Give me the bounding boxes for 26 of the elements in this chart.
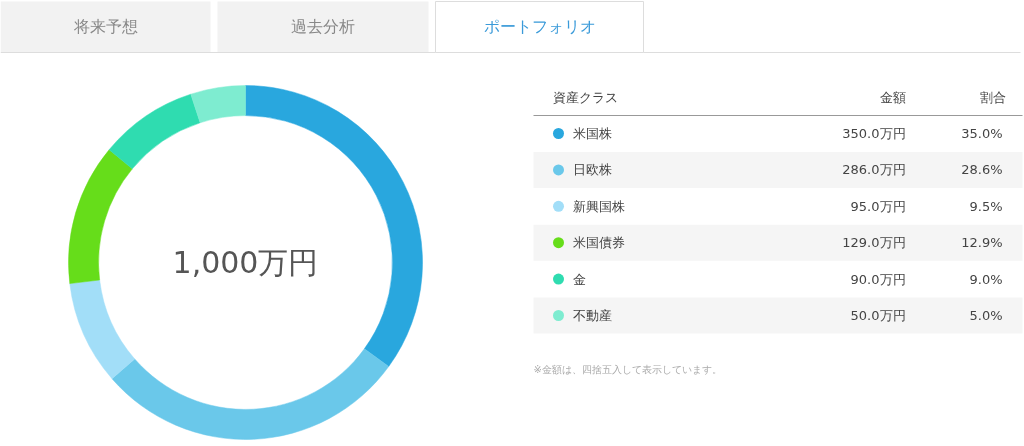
text: 将来予想 bbox=[72, 17, 138, 36]
legend-label: 金 bbox=[572, 271, 586, 287]
data-label: 129.0万円 bbox=[842, 235, 906, 251]
data-label: 95.0万円 bbox=[850, 198, 906, 214]
legend-label: 新興国株 bbox=[572, 198, 625, 214]
text: 35.0% bbox=[961, 126, 1003, 141]
legend-label: 不動産 bbox=[572, 308, 612, 323]
text: 割合 bbox=[979, 90, 1006, 105]
text: 1,000万円 bbox=[172, 245, 319, 280]
text: 9.5% bbox=[969, 198, 1003, 214]
text: 過去分析 bbox=[291, 17, 355, 36]
data-label: 350.0万円 bbox=[842, 126, 906, 141]
text: 12.9% bbox=[961, 235, 1003, 251]
text: 28.6% bbox=[961, 162, 1003, 178]
legend-title: 資産クラス bbox=[552, 90, 618, 105]
text: 金額 bbox=[879, 90, 906, 105]
legend-label: 米国債券 bbox=[572, 235, 625, 251]
data-label: 50.0万円 bbox=[850, 308, 906, 323]
text: ※金額は、四捨五入して表示しています。 bbox=[533, 364, 722, 375]
text: ポートフォリオ bbox=[483, 17, 596, 36]
data-label: 286.0万円 bbox=[842, 162, 906, 178]
text: 9.0% bbox=[969, 271, 1003, 287]
text: 5.0% bbox=[969, 308, 1003, 323]
legend-label: 日欧株 bbox=[572, 162, 612, 178]
data-label: 90.0万円 bbox=[850, 271, 906, 287]
legend-label: 米国株 bbox=[572, 126, 612, 141]
